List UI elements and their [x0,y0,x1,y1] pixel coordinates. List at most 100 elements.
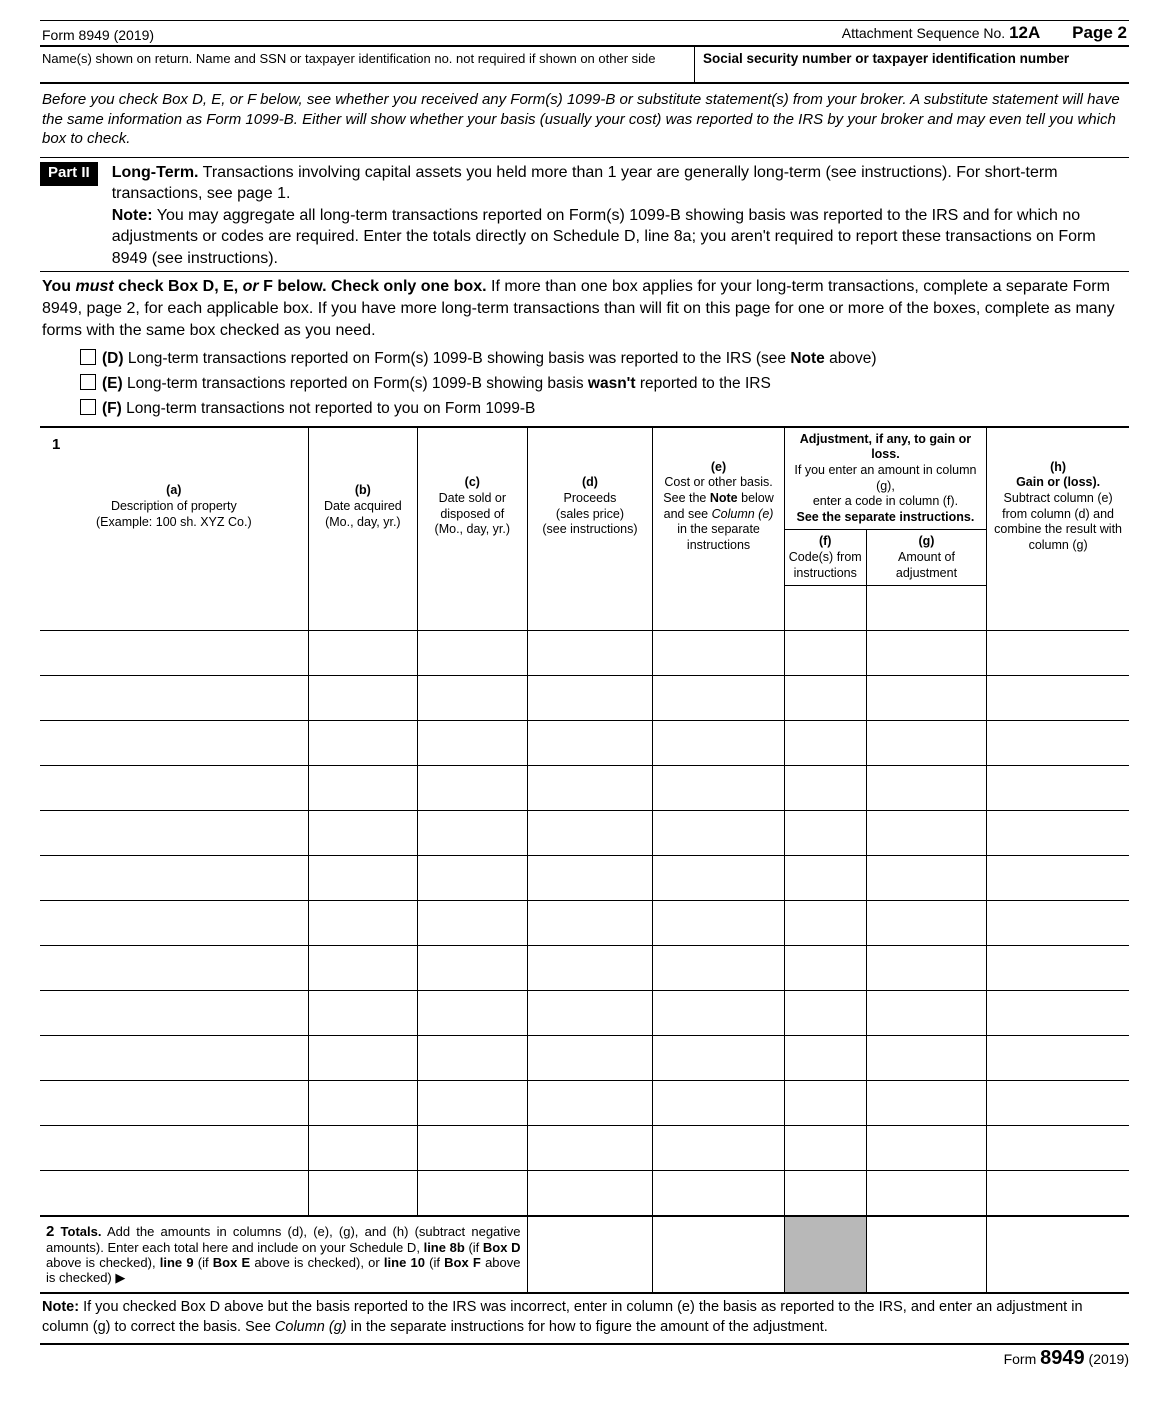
table-cell[interactable] [40,991,308,1036]
table-cell[interactable] [40,1126,308,1171]
table-cell[interactable] [653,1171,784,1217]
table-cell[interactable] [987,721,1129,766]
table-cell[interactable] [653,766,784,811]
table-cell[interactable] [308,721,417,766]
table-cell[interactable] [308,1171,417,1217]
table-cell[interactable] [40,1171,308,1217]
table-cell[interactable] [866,1126,986,1171]
table-cell[interactable] [653,901,784,946]
total-h[interactable] [987,1216,1129,1293]
table-cell[interactable] [866,1036,986,1081]
table-cell[interactable] [987,856,1129,901]
table-cell[interactable] [527,586,653,631]
table-cell[interactable] [987,1081,1129,1126]
table-cell[interactable] [784,1126,866,1171]
table-cell[interactable] [866,676,986,721]
table-cell[interactable] [987,811,1129,856]
table-cell[interactable] [987,946,1129,991]
table-cell[interactable] [527,766,653,811]
table-cell[interactable] [784,1036,866,1081]
table-cell[interactable] [418,766,527,811]
table-cell[interactable] [784,991,866,1036]
table-cell[interactable] [527,856,653,901]
table-cell[interactable] [527,1036,653,1081]
table-cell[interactable] [40,1036,308,1081]
table-cell[interactable] [866,991,986,1036]
table-cell[interactable] [784,1081,866,1126]
table-cell[interactable] [40,856,308,901]
table-cell[interactable] [653,631,784,676]
table-cell[interactable] [784,631,866,676]
table-cell[interactable] [527,1171,653,1217]
table-cell[interactable] [784,811,866,856]
table-cell[interactable] [418,1036,527,1081]
table-cell[interactable] [418,721,527,766]
table-cell[interactable] [784,721,866,766]
table-cell[interactable] [527,1126,653,1171]
table-cell[interactable] [308,766,417,811]
table-cell[interactable] [527,676,653,721]
table-cell[interactable] [527,901,653,946]
checkbox-f[interactable] [80,399,96,415]
table-cell[interactable] [866,766,986,811]
table-cell[interactable] [987,676,1129,721]
table-cell[interactable] [784,1171,866,1217]
table-cell[interactable] [308,856,417,901]
table-cell[interactable] [653,856,784,901]
table-cell[interactable] [527,946,653,991]
table-cell[interactable] [308,811,417,856]
table-cell[interactable] [653,1081,784,1126]
table-cell[interactable] [866,1171,986,1217]
table-cell[interactable] [866,631,986,676]
table-cell[interactable] [866,721,986,766]
total-d[interactable] [527,1216,653,1293]
table-cell[interactable] [418,1171,527,1217]
table-cell[interactable] [653,991,784,1036]
table-cell[interactable] [987,1171,1129,1217]
table-cell[interactable] [987,991,1129,1036]
table-cell[interactable] [418,811,527,856]
table-cell[interactable] [987,766,1129,811]
table-cell[interactable] [308,991,417,1036]
table-cell[interactable] [40,901,308,946]
table-cell[interactable] [40,1081,308,1126]
table-cell[interactable] [866,901,986,946]
table-cell[interactable] [987,1126,1129,1171]
table-cell[interactable] [527,1081,653,1126]
table-cell[interactable] [40,586,308,631]
table-cell[interactable] [784,856,866,901]
total-g[interactable] [866,1216,986,1293]
table-cell[interactable] [866,1081,986,1126]
table-cell[interactable] [653,586,784,631]
table-cell[interactable] [987,901,1129,946]
table-cell[interactable] [418,856,527,901]
table-cell[interactable] [987,586,1129,631]
table-cell[interactable] [418,586,527,631]
table-cell[interactable] [418,1126,527,1171]
table-cell[interactable] [653,946,784,991]
table-cell[interactable] [418,676,527,721]
table-cell[interactable] [987,1036,1129,1081]
table-cell[interactable] [418,946,527,991]
table-cell[interactable] [653,1126,784,1171]
table-cell[interactable] [784,946,866,991]
table-cell[interactable] [418,1081,527,1126]
table-cell[interactable] [784,586,866,631]
table-cell[interactable] [40,676,308,721]
table-cell[interactable] [40,946,308,991]
table-cell[interactable] [987,631,1129,676]
table-cell[interactable] [308,946,417,991]
table-cell[interactable] [40,766,308,811]
table-cell[interactable] [40,631,308,676]
table-cell[interactable] [308,631,417,676]
table-cell[interactable] [308,676,417,721]
checkbox-d[interactable] [80,349,96,365]
table-cell[interactable] [866,856,986,901]
table-cell[interactable] [308,586,417,631]
table-cell[interactable] [308,1036,417,1081]
table-cell[interactable] [308,1126,417,1171]
checkbox-e[interactable] [80,374,96,390]
total-e[interactable] [653,1216,784,1293]
table-cell[interactable] [418,631,527,676]
table-cell[interactable] [866,946,986,991]
